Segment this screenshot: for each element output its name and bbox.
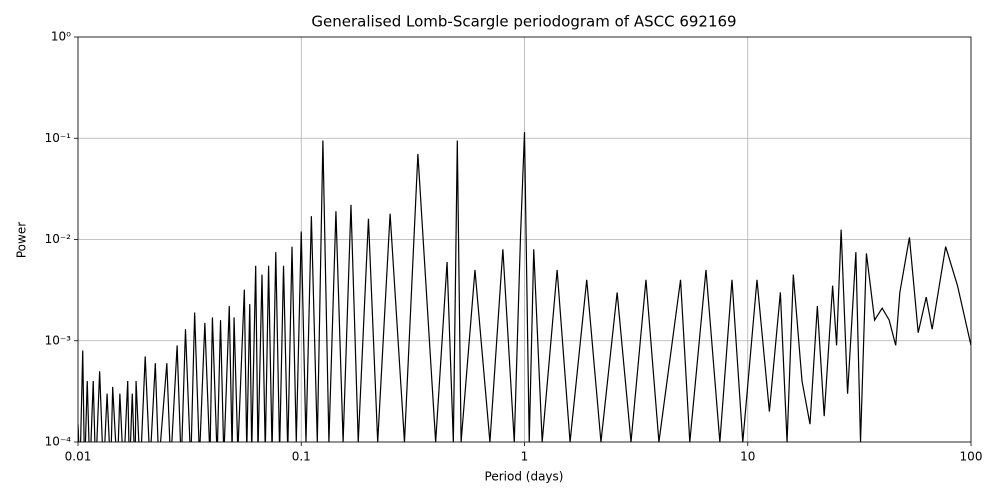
y-tick-label: 10⁻¹ xyxy=(45,131,72,145)
x-axis-label: Period (days) xyxy=(485,470,564,484)
x-tick-label: 0.01 xyxy=(65,450,92,464)
chart-title: Generalised Lomb-Scargle periodogram of … xyxy=(311,13,736,31)
y-tick-label: 10⁻⁴ xyxy=(45,435,72,449)
x-tick-label: 100 xyxy=(960,450,983,464)
x-tick-label: 10 xyxy=(740,450,755,464)
x-tick-label: 0.1 xyxy=(292,450,311,464)
y-axis-label: Power xyxy=(15,222,29,258)
periodogram-line xyxy=(78,132,971,442)
x-tick-label: 1 xyxy=(521,450,529,464)
y-tick-label: 10⁰ xyxy=(51,30,71,44)
y-tick-label: 10⁻³ xyxy=(45,333,72,347)
y-tick-label: 10⁻² xyxy=(45,232,72,246)
plot-frame xyxy=(77,36,972,443)
